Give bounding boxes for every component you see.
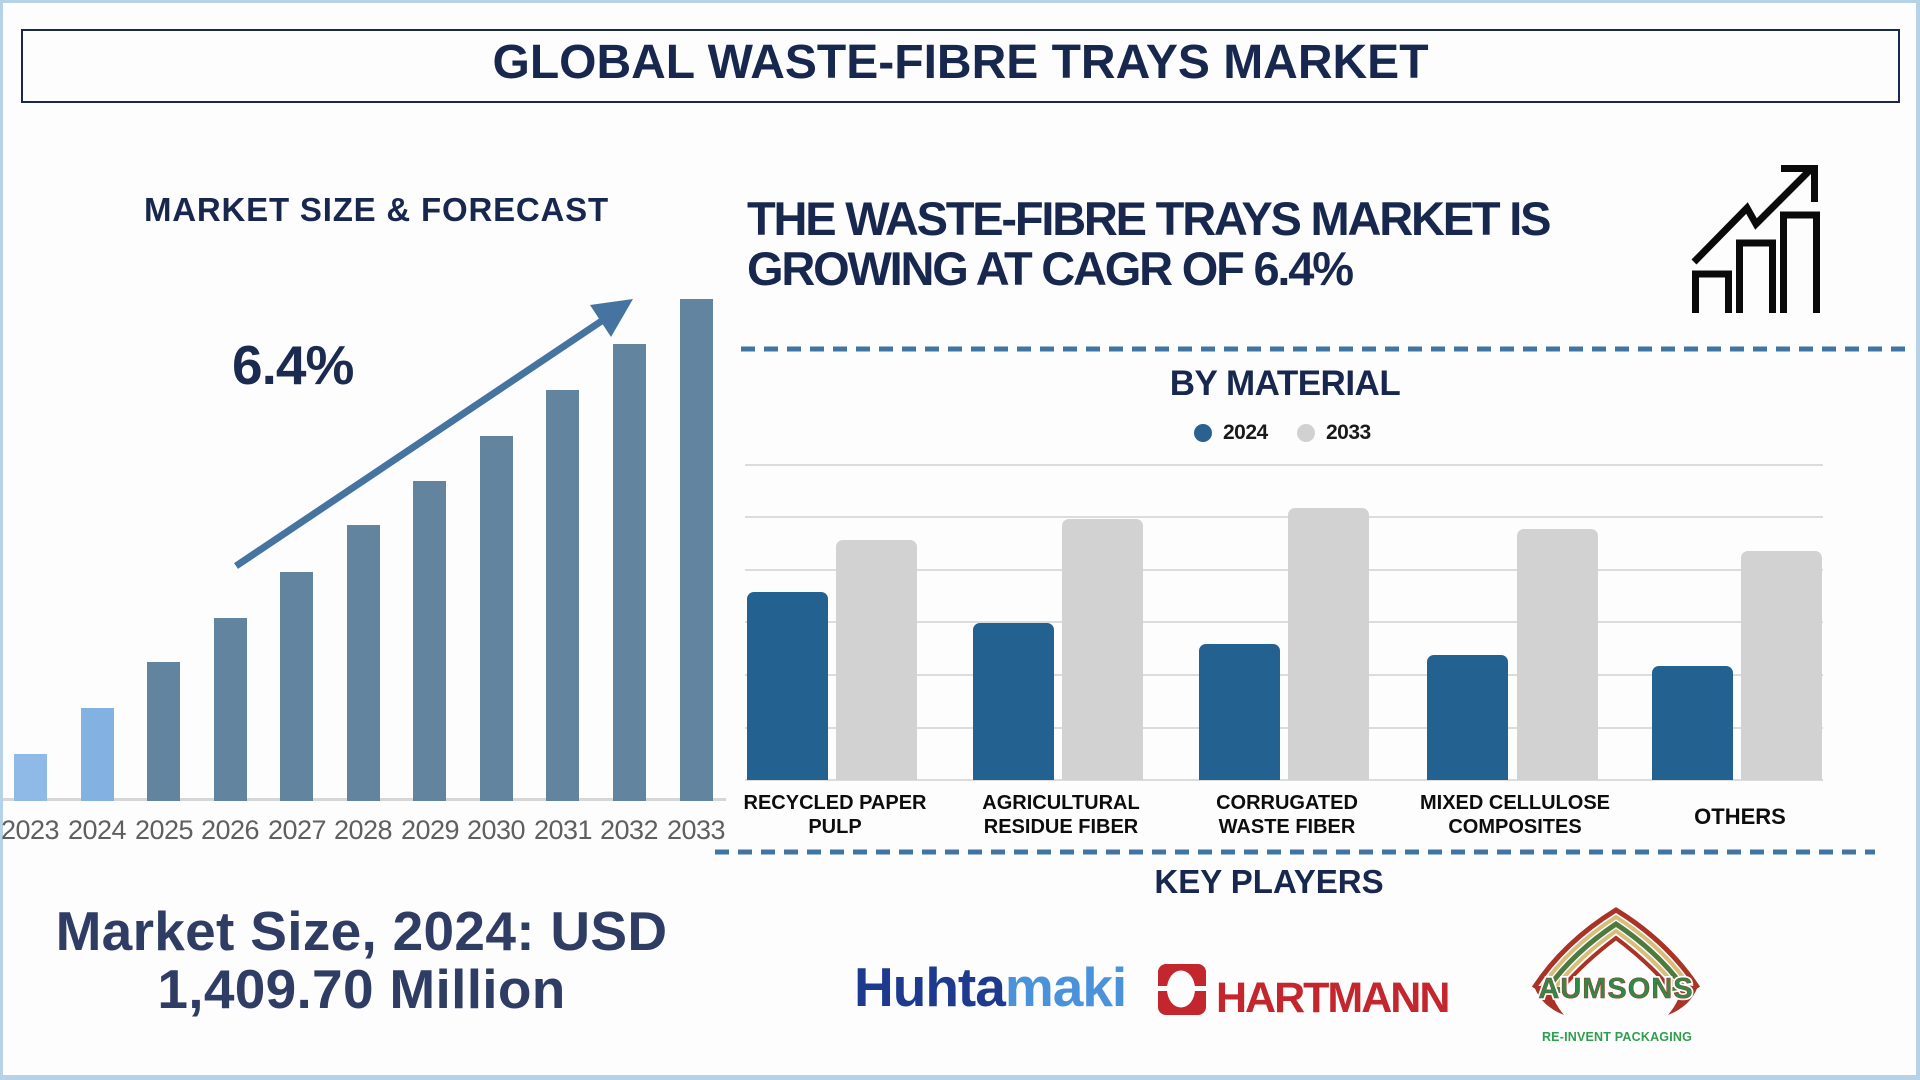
svg-text:AUMSONS: AUMSONS xyxy=(1538,973,1693,1005)
svg-text:AUMSONS: AUMSONS xyxy=(1538,973,1693,1005)
